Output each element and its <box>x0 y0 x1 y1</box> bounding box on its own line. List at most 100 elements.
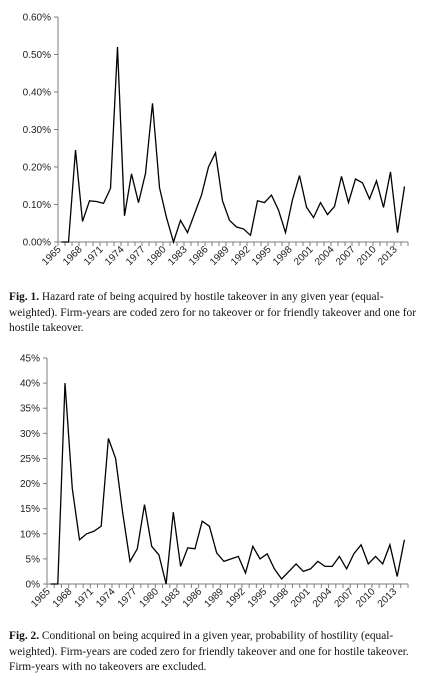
data-point <box>145 172 147 174</box>
y-tick-label: 0% <box>26 580 41 591</box>
data-point <box>96 201 98 203</box>
data-point <box>243 228 245 230</box>
data-point <box>222 200 224 202</box>
x-tick-label: 1995 <box>250 244 274 268</box>
data-point <box>223 560 225 562</box>
data-point <box>172 511 174 513</box>
x-tick-label: 1977 <box>124 244 148 268</box>
data-point <box>173 241 175 243</box>
x-tick-label: 2013 <box>376 586 400 610</box>
data-point <box>397 232 399 234</box>
data-point <box>93 530 95 532</box>
x-tick-label: 1980 <box>145 244 169 268</box>
data-point <box>89 200 91 202</box>
hostility-probability-chart: 0%5%10%15%20%25%30%35%40%45%196519681971… <box>20 354 409 610</box>
data-point <box>159 187 161 189</box>
x-tick-label: 1983 <box>159 586 183 610</box>
data-point <box>375 555 377 557</box>
data-point <box>264 202 266 204</box>
data-point <box>208 525 210 527</box>
data-point <box>285 232 287 234</box>
x-tick-label: 2007 <box>334 244 358 268</box>
data-point <box>355 178 357 180</box>
data-point <box>338 555 340 557</box>
data-point <box>346 568 348 570</box>
data-point <box>136 548 138 550</box>
data-series-line <box>61 46 406 245</box>
data-point <box>396 575 398 577</box>
x-tick-label: 2001 <box>292 244 316 268</box>
data-point <box>110 187 112 189</box>
x-tick-label: 1983 <box>166 244 190 268</box>
data-point <box>187 232 189 234</box>
data-point <box>230 558 232 560</box>
x-tick-label: 2001 <box>289 586 313 610</box>
x-tick-label: 1977 <box>116 586 140 610</box>
data-point <box>266 553 268 555</box>
x-tick-label: 2010 <box>354 586 378 610</box>
data-point <box>215 152 217 154</box>
y-tick-label: 0.00% <box>23 238 51 249</box>
data-point <box>292 199 294 201</box>
data-point <box>390 171 392 173</box>
data-point <box>158 554 160 556</box>
data-point <box>273 568 275 570</box>
data-point <box>259 558 261 560</box>
data-point <box>180 565 182 567</box>
data-point <box>143 504 145 506</box>
data-point <box>360 544 362 546</box>
data-point <box>362 182 364 184</box>
y-tick-label: 15% <box>20 504 40 515</box>
data-point <box>306 206 308 208</box>
data-point <box>302 570 304 572</box>
data-point <box>369 198 371 200</box>
x-tick-label: 1992 <box>224 586 248 610</box>
data-point <box>78 539 80 541</box>
x-tick-label: 1974 <box>103 244 127 268</box>
data-point <box>382 563 384 565</box>
data-point <box>245 572 247 574</box>
x-tick-label: 1968 <box>61 244 85 268</box>
data-point <box>107 437 109 439</box>
data-point <box>403 539 405 541</box>
data-point <box>129 560 131 562</box>
x-tick-label: 1968 <box>51 586 75 610</box>
y-tick-label: 0.30% <box>23 125 51 136</box>
x-tick-label: 2010 <box>355 244 379 268</box>
x-tick-label: 1986 <box>187 244 211 268</box>
y-tick-label: 40% <box>20 379 40 390</box>
data-point <box>115 457 117 459</box>
y-tick-label: 35% <box>20 404 40 415</box>
y-tick-label: 0.20% <box>23 163 51 174</box>
y-tick-label: 30% <box>20 429 40 440</box>
figure-1-label: Fig. 1. <box>9 291 40 303</box>
data-point <box>348 202 350 204</box>
x-tick-label: 1995 <box>246 586 270 610</box>
data-point <box>216 552 218 554</box>
data-point <box>187 547 189 549</box>
y-tick-label: 5% <box>26 554 41 565</box>
figure-2-text: Conditional on being acquired in a given… <box>9 630 409 673</box>
data-point <box>288 570 290 572</box>
x-tick-label: 1971 <box>73 586 97 610</box>
data-point <box>250 234 252 236</box>
data-series-line <box>50 383 406 585</box>
figure-1-text: Hazard rate of being acquired by hostile… <box>9 291 417 334</box>
data-point <box>334 205 336 207</box>
x-tick-label: 1971 <box>82 244 106 268</box>
data-point <box>327 214 329 216</box>
data-point <box>367 563 369 565</box>
x-tick-label: 2013 <box>376 244 400 268</box>
data-point <box>138 202 140 204</box>
data-point <box>376 180 378 182</box>
x-tick-label: 1998 <box>267 586 291 610</box>
data-point <box>68 241 70 243</box>
y-tick-label: 25% <box>20 454 40 465</box>
hazard-rate-chart: 0.00%0.10%0.20%0.30%0.40%0.50%0.60%19651… <box>23 13 409 268</box>
data-point <box>117 46 119 48</box>
data-point <box>100 525 102 527</box>
y-tick-label: 45% <box>20 354 40 365</box>
data-point <box>257 200 259 202</box>
figure-2-caption: Fig. 2. Conditional on being acquired in… <box>9 629 427 676</box>
data-point <box>151 545 153 547</box>
